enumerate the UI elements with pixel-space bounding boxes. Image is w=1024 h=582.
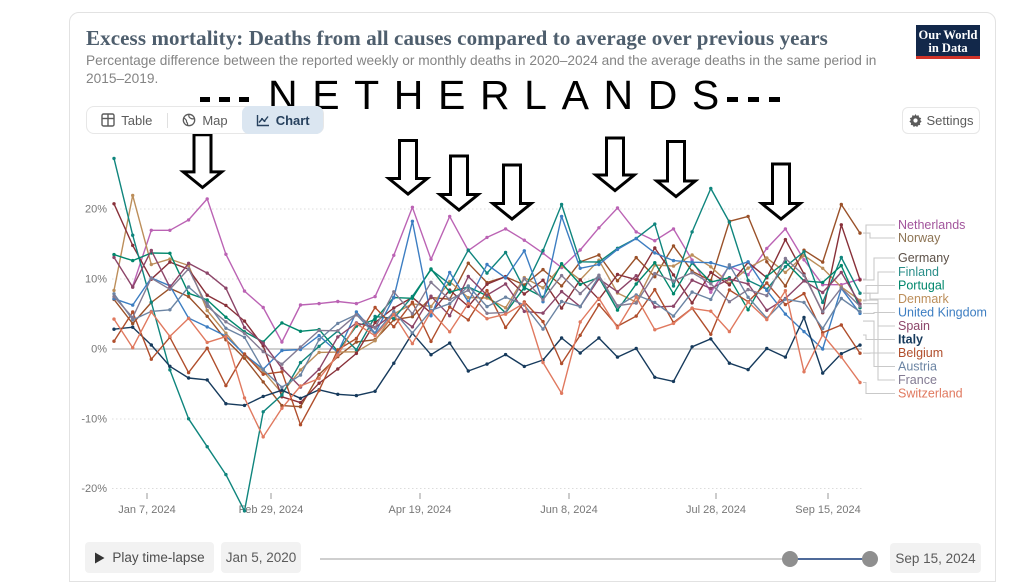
svg-text:Italy: Italy <box>898 333 923 347</box>
svg-text:-20%: -20% <box>81 483 107 495</box>
svg-text:-10%: -10% <box>81 414 107 426</box>
svg-text:Portugal: Portugal <box>898 279 945 293</box>
svg-text:Jul 28, 2024: Jul 28, 2024 <box>686 504 746 516</box>
svg-text:United Kingdom: United Kingdom <box>898 306 987 320</box>
svg-text:Jan 7, 2024: Jan 7, 2024 <box>118 504 176 516</box>
svg-text:Feb 29, 2024: Feb 29, 2024 <box>239 504 304 516</box>
svg-text:Finland: Finland <box>898 265 939 279</box>
svg-text:France: France <box>898 373 937 387</box>
svg-text:Belgium: Belgium <box>898 346 943 360</box>
svg-text:0%: 0% <box>91 344 107 356</box>
svg-text:Sep 15, 2024: Sep 15, 2024 <box>795 504 860 516</box>
svg-text:Apr 19, 2024: Apr 19, 2024 <box>389 504 452 516</box>
svg-text:10%: 10% <box>85 274 107 286</box>
svg-text:20%: 20% <box>85 204 107 216</box>
svg-text:Jun 8, 2024: Jun 8, 2024 <box>540 504 598 516</box>
svg-text:Spain: Spain <box>898 319 930 333</box>
svg-text:Netherlands: Netherlands <box>898 218 965 232</box>
svg-text:Switzerland: Switzerland <box>898 387 963 401</box>
svg-text:Austria: Austria <box>898 360 937 374</box>
svg-text:Norway: Norway <box>898 231 941 245</box>
svg-text:Denmark: Denmark <box>898 292 949 306</box>
svg-text:Germany: Germany <box>898 251 950 265</box>
